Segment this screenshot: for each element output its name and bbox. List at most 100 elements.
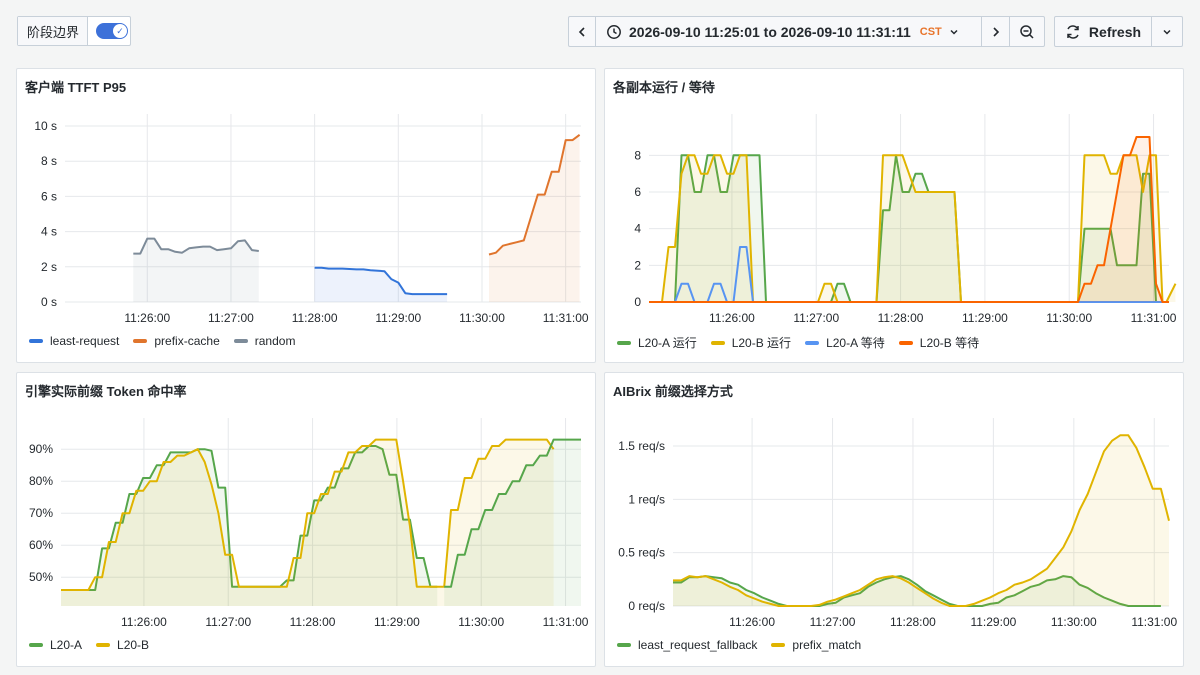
y-tick-label: 2 s <box>41 260 57 274</box>
stage-boundary-label: 阶段边界 <box>18 17 89 45</box>
legend-item-prefix-match[interactable]: prefix_match <box>771 638 861 652</box>
panel-title: AIBrix 前缀选择方式 <box>613 384 733 399</box>
x-tick-label: 11:29:00 <box>375 311 421 325</box>
series-area-random <box>133 238 259 302</box>
x-tick-label: 11:26:00 <box>121 615 167 629</box>
legend-item-prefix-cache[interactable]: prefix-cache <box>133 334 220 348</box>
y-tick-label: 4 <box>634 222 641 236</box>
series-area-L20-B 等待 <box>649 137 1169 302</box>
series-line-least_request_fallback <box>673 575 1161 607</box>
stage-boundary-toggle[interactable]: 阶段边界 ✓ <box>17 16 131 46</box>
legend-item-random[interactable]: random <box>233 334 295 348</box>
y-tick-label: 70% <box>29 506 53 520</box>
series-line-L20-B 等待 <box>649 136 1169 303</box>
series-line-L20-B <box>61 438 555 591</box>
hit-rate-chart: 11:26:00 11:27:00 11:28:00 11:29:00 11:30:00… <box>29 418 589 629</box>
x-tick-label: 11:31:00 <box>1131 311 1177 325</box>
series-area-L20-B <box>61 439 554 606</box>
legend-item-l20a[interactable]: L20-A <box>29 638 82 652</box>
series-area-least_request_fallback <box>673 576 1161 606</box>
legend-item-l20b[interactable]: L20-B <box>96 638 149 652</box>
y-tick-label: 1 req/s <box>628 492 665 506</box>
y-tick-label: 6 <box>634 185 641 199</box>
series-line-random <box>133 237 259 255</box>
time-back-button[interactable] <box>568 16 596 47</box>
legend: least-request prefix-cache random <box>29 334 295 348</box>
y-tick-label: 80% <box>29 474 53 488</box>
y-tick-label: 0 <box>634 295 641 309</box>
refresh-label: Refresh <box>1088 23 1142 40</box>
x-tick-label: 11:29:00 <box>962 311 1008 325</box>
panel-title: 各副本运行 / 等待 <box>613 80 715 95</box>
x-tick-label: 11:31:00 <box>543 311 589 325</box>
series-line-prefix_match <box>673 434 1170 607</box>
series-line-L20-A 运行 <box>649 154 1169 303</box>
legend-item-least-request-fallback[interactable]: least_request_fallback <box>617 638 757 652</box>
x-tick-label: 11:26:00 <box>709 311 755 325</box>
x-tick-label: 11:31:00 <box>1131 615 1177 629</box>
series-line-L20-A 等待 <box>649 246 1169 303</box>
series-area-prefix-cache <box>489 134 580 302</box>
y-tick-label: 60% <box>29 538 53 552</box>
ttft-chart: 11:26:00 11:27:00 11:28:00 11:29:00 11:30:00… <box>34 114 589 325</box>
time-forward-button[interactable] <box>981 16 1010 47</box>
x-tick-label: 11:28:00 <box>890 615 936 629</box>
legend-item-l20b-waiting[interactable]: L20-B 等待 <box>898 334 979 351</box>
dashboard-toolbar: 阶段边界 ✓ 2026-09-10 11:25:01 to 2026-09-10… <box>0 0 1200 64</box>
y-tick-label: 0 s <box>41 295 57 309</box>
panel-replica-running-waiting: 各副本运行 / 等待 11:26:00 11:27:00 11:28:00 11:29… <box>604 68 1184 363</box>
x-tick-label: 11:27:00 <box>205 615 251 629</box>
y-tick-label: 4 s <box>41 225 57 239</box>
time-picker-group: 2026-09-10 11:25:01 to 2026-09-10 11:31:… <box>568 16 1045 47</box>
legend: L20-A 运行 L20-B 运行 L20-A 等待 L20-B 等待 <box>617 334 979 351</box>
y-tick-label: 0 req/s <box>628 599 665 613</box>
x-tick-label: 11:27:00 <box>793 311 839 325</box>
x-tick-label: 11:30:00 <box>1051 615 1097 629</box>
refresh-interval-dropdown[interactable] <box>1151 16 1183 47</box>
series-area-L20-A-tail <box>444 439 581 606</box>
legend-item-l20b-running[interactable]: L20-B 运行 <box>710 334 791 351</box>
panel-title: 引擎实际前缀 Token 命中率 <box>25 384 187 399</box>
x-tick-label: 11:29:00 <box>374 615 420 629</box>
time-range-picker[interactable]: 2026-09-10 11:25:01 to 2026-09-10 11:31:… <box>595 16 982 47</box>
zoom-out-icon <box>1020 24 1034 39</box>
x-tick-label: 11:30:00 <box>458 615 504 629</box>
x-tick-label: 11:28:00 <box>290 615 336 629</box>
series-line-L20-A-tail <box>444 438 581 588</box>
y-tick-label: 1.5 req/s <box>618 439 665 453</box>
clock-icon <box>607 24 621 39</box>
chevron-left-icon <box>578 26 585 37</box>
x-tick-label: 11:27:00 <box>810 615 856 629</box>
series-line-L20-B 运行 <box>649 154 1177 303</box>
chevron-down-icon <box>950 29 958 35</box>
refresh-button[interactable]: Refresh <box>1054 16 1152 47</box>
refresh-group: Refresh <box>1054 16 1183 47</box>
x-tick-label: 11:29:00 <box>970 615 1016 629</box>
y-tick-label: 50% <box>29 570 53 584</box>
chevron-right-icon <box>992 26 999 37</box>
legend-item-least-request[interactable]: least-request <box>29 334 119 348</box>
x-tick-label: 11:28:00 <box>878 311 924 325</box>
y-tick-label: 10 s <box>34 119 57 133</box>
legend: L20-A L20-B <box>29 638 149 652</box>
x-tick-label: 11:26:00 <box>124 311 170 325</box>
x-tick-label: 11:27:00 <box>208 311 254 325</box>
y-tick-label: 90% <box>29 442 53 456</box>
series-area-least-request <box>314 267 448 302</box>
y-tick-label: 0.5 req/s <box>618 546 665 560</box>
series-line-L20-A <box>61 445 438 591</box>
legend: least_request_fallback prefix_match <box>617 638 861 652</box>
toggle-switch[interactable]: ✓ <box>96 23 129 39</box>
x-tick-label: 11:28:00 <box>292 311 338 325</box>
x-tick-label: 11:31:00 <box>543 615 589 629</box>
legend-item-l20a-running[interactable]: L20-A 运行 <box>617 334 697 351</box>
timezone-badge: CST <box>919 25 942 38</box>
chevron-down-icon <box>1163 29 1171 35</box>
x-tick-label: 11:30:00 <box>1046 311 1092 325</box>
zoom-out-button[interactable] <box>1009 16 1045 47</box>
y-tick-label: 2 <box>634 258 641 272</box>
refresh-icon <box>1067 24 1079 39</box>
series-area-L20-A <box>61 446 438 606</box>
legend-item-l20a-waiting[interactable]: L20-A 等待 <box>805 334 885 351</box>
series-area-L20-A 运行 <box>649 155 1169 302</box>
